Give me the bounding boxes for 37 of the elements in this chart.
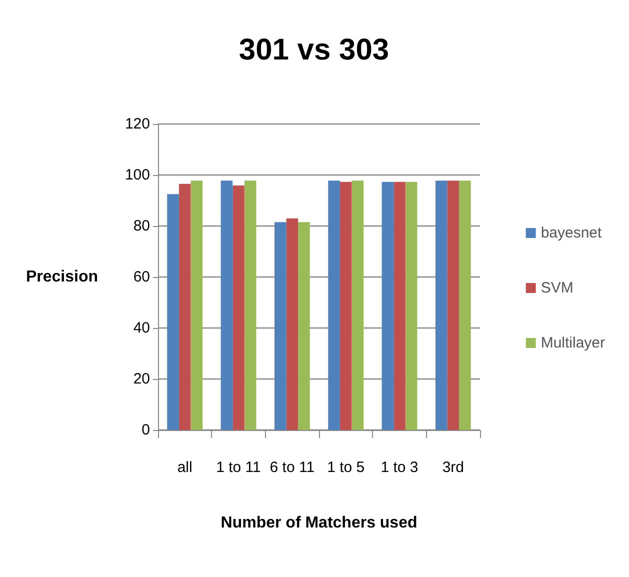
x-tick-label: all bbox=[177, 459, 192, 476]
bar bbox=[435, 180, 448, 430]
legend-label: bayesnet bbox=[540, 224, 603, 242]
bar bbox=[328, 180, 340, 430]
bar bbox=[190, 180, 203, 430]
y-tick-label: 120 bbox=[124, 116, 150, 132]
bar bbox=[220, 180, 233, 430]
bar bbox=[232, 185, 244, 430]
bar bbox=[405, 182, 418, 430]
x-tick-label: 3rd bbox=[442, 459, 464, 476]
legend-label: SVM bbox=[540, 280, 574, 296]
chart-title: 301 vs 303 bbox=[238, 34, 390, 66]
y-tick-label: 100 bbox=[124, 166, 150, 184]
y-tick-label: 0 bbox=[142, 422, 150, 438]
bar bbox=[298, 222, 310, 430]
y-tick-label: 60 bbox=[133, 268, 150, 286]
bar bbox=[382, 182, 394, 430]
x-tick-label: 6 to 11 bbox=[270, 459, 315, 476]
y-tick-label: 20 bbox=[133, 370, 150, 388]
bar bbox=[340, 182, 352, 430]
bar bbox=[459, 180, 471, 430]
bar bbox=[274, 222, 286, 430]
y-tick-label: 80 bbox=[133, 218, 150, 234]
bar bbox=[178, 184, 191, 430]
x-axis-title: Number of Matchers used bbox=[220, 514, 418, 532]
bar bbox=[352, 180, 364, 430]
bar bbox=[286, 218, 298, 430]
x-tick-label: 1 to 5 bbox=[327, 459, 365, 476]
bar bbox=[244, 180, 256, 430]
y-tick-label: 40 bbox=[133, 320, 150, 336]
bar bbox=[394, 182, 406, 430]
x-tick-label: 1 to 3 bbox=[380, 459, 418, 476]
x-tick-label: 1 to 11 bbox=[216, 459, 261, 476]
bar bbox=[167, 194, 179, 430]
y-axis-title: Precision bbox=[26, 268, 98, 286]
legend-label: Multilayer bbox=[540, 334, 606, 352]
bar bbox=[447, 180, 460, 430]
